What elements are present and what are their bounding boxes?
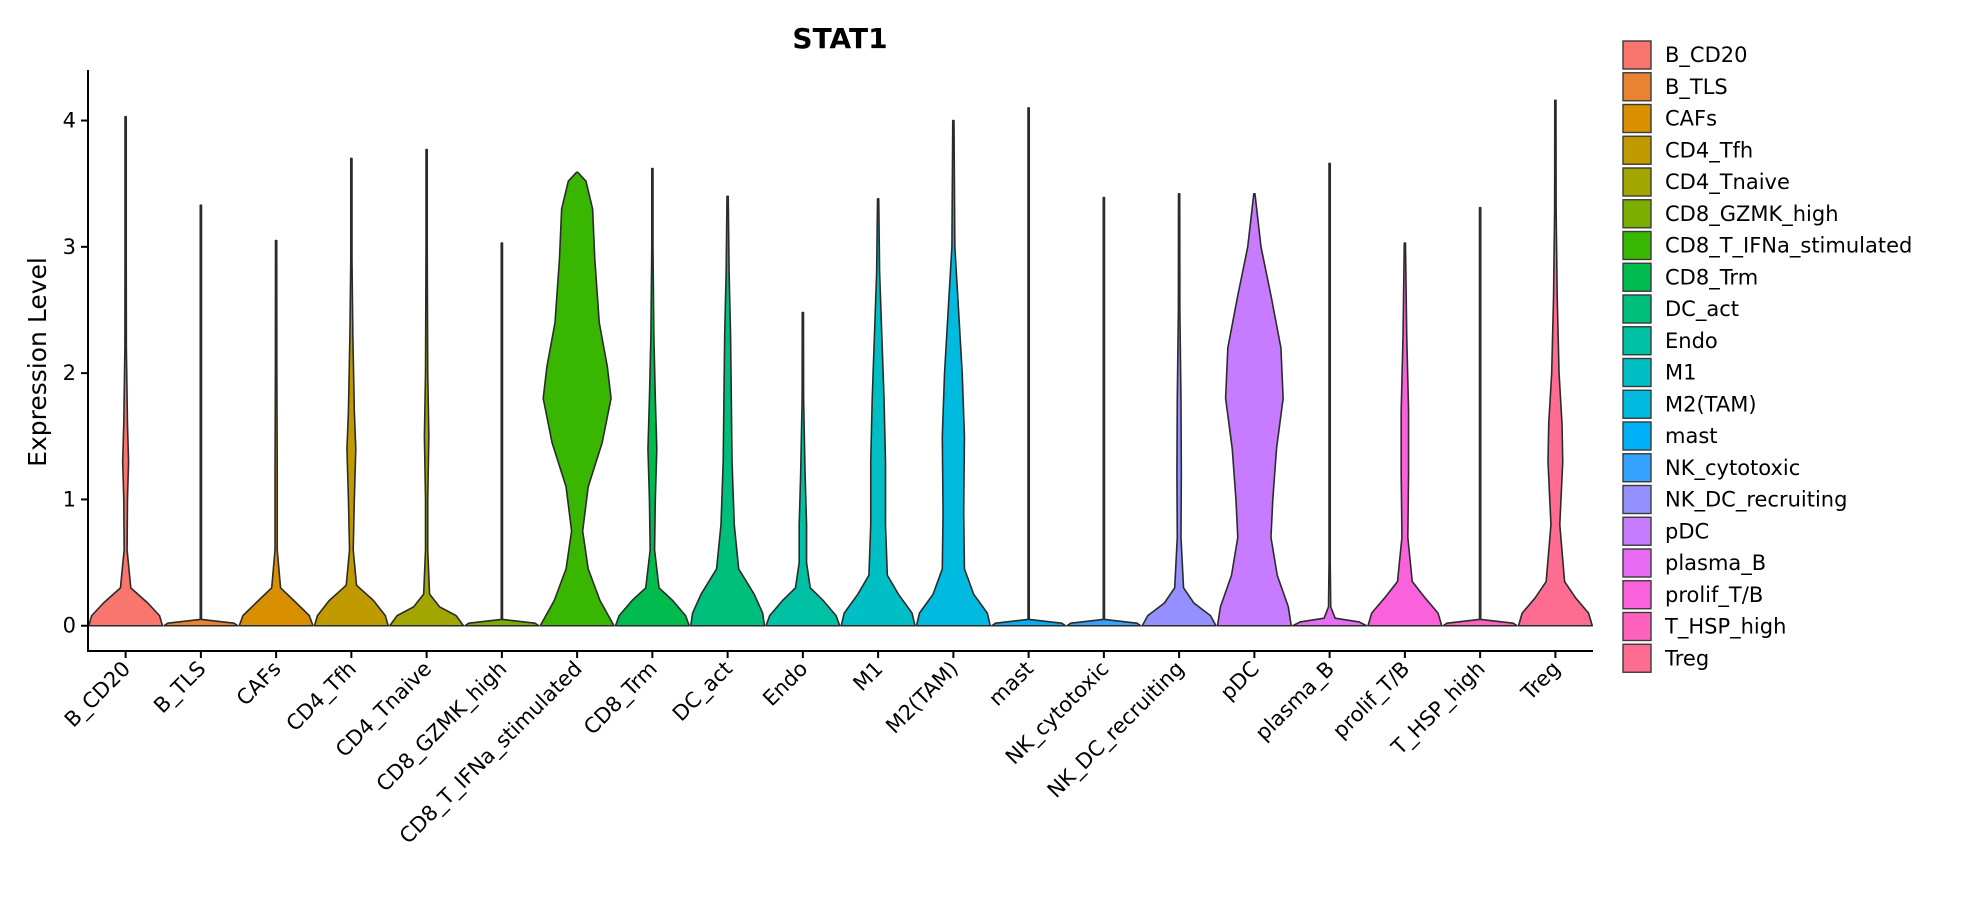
x-tick-label-cd4-tfh: CD4_Tfh xyxy=(282,657,362,737)
violin-cd8-gzmk-high xyxy=(464,242,540,627)
legend-key-cd8-trm xyxy=(1622,262,1652,292)
x-tick-label-b-tls: B_TLS xyxy=(149,657,211,719)
legend-key-endo xyxy=(1622,326,1652,356)
legend-key-cd8-gzmk-high xyxy=(1622,199,1652,229)
x-tick-label-mast: mast xyxy=(984,657,1038,711)
x-tick-label-m1: M1 xyxy=(848,657,887,696)
legend-label-cd8-gzmk-high: CD8_GZMK_high xyxy=(1665,202,1839,227)
legend: B_CD20 B_TLS CAFs CD4_Tfh CD4_Tnaive CD8_GZMK… xyxy=(1622,40,1912,673)
violin-treg xyxy=(1517,99,1594,627)
legend-key-t-hsp-high xyxy=(1622,611,1652,642)
violin-t-hsp-high xyxy=(1442,206,1518,627)
legend-label-cd4-tfh: CD4_Tfh xyxy=(1665,138,1753,163)
legend-key-b-tls xyxy=(1622,72,1652,102)
legend-key-nk-dc-recruiting xyxy=(1622,484,1652,515)
legend-key-cd4-tnaive xyxy=(1622,167,1652,197)
legend-label-plasma-b: plasma_B xyxy=(1665,551,1766,576)
violin-m2-tam xyxy=(915,119,992,627)
y-tick-label: 1 xyxy=(63,487,76,511)
y-tick-label: 3 xyxy=(63,235,76,259)
y-tick-label: 4 xyxy=(63,109,76,133)
legend-key-cafs xyxy=(1622,103,1652,134)
violin-cd8-trm xyxy=(614,167,691,627)
legend-label-cafs: CAFs xyxy=(1665,107,1717,131)
x-tick-label-m2-tam: M2(TAM) xyxy=(881,657,963,739)
violin-nk-dc-recruiting xyxy=(1141,192,1217,627)
legend-label-prolif-t-b: prolif_T/B xyxy=(1665,583,1763,608)
violin-pdc xyxy=(1216,192,1293,627)
legend-key-cd8-t-ifna-stimulated xyxy=(1622,230,1652,261)
legend-label-cd8-t-ifna-stimulated: CD8_T_IFNa_stimulated xyxy=(1665,234,1912,259)
legend-key-mast xyxy=(1622,421,1652,451)
legend-label-m1: M1 xyxy=(1665,361,1696,385)
legend-key-b-cd20 xyxy=(1622,40,1652,70)
violin-m1 xyxy=(840,198,916,627)
legend-key-m2-tam xyxy=(1622,389,1652,419)
violin-endo xyxy=(765,311,841,627)
legend-label-b-tls: B_TLS xyxy=(1665,75,1728,100)
violin-cd4-tfh xyxy=(313,157,390,627)
legend-label-b-cd20: B_CD20 xyxy=(1665,43,1747,68)
x-tick-label-pdc: pDC xyxy=(1216,657,1264,705)
violins-layer xyxy=(87,99,1594,627)
x-tick-label-b-cd20: B_CD20 xyxy=(60,657,136,733)
violin-nk-cytotoxic xyxy=(1066,196,1142,627)
x-tick-label-treg: Treg xyxy=(1516,657,1565,706)
legend-label-mast: mast xyxy=(1665,424,1718,448)
legend-label-cd8-trm: CD8_Trm xyxy=(1665,265,1758,290)
violin-cd8-t-ifna-stimulated xyxy=(539,171,615,627)
legend-key-nk-cytotoxic xyxy=(1622,453,1652,483)
violin-b-tls xyxy=(163,204,239,627)
x-tick-label-cd8-gzmk-high: CD8_GZMK_high xyxy=(372,657,512,797)
legend-label-m2-tam: M2(TAM) xyxy=(1665,392,1757,416)
legend-label-treg: Treg xyxy=(1664,646,1709,670)
y-axis-label: Expression Level xyxy=(23,257,52,467)
legend-key-m1 xyxy=(1622,357,1652,388)
x-tick-label-plasma-b: plasma_B xyxy=(1251,657,1340,746)
legend-key-dc-act xyxy=(1622,294,1652,324)
violin-plasma-b xyxy=(1291,162,1368,627)
x-tick-label-dc-act: DC_act xyxy=(668,657,738,727)
y-tick-label: 2 xyxy=(63,361,76,385)
x-tick-label-cd8-trm: CD8_Trm xyxy=(579,657,663,741)
legend-key-prolif-t-b xyxy=(1622,580,1652,610)
violin-cd4-tnaive xyxy=(388,148,465,627)
violin-dc-act xyxy=(689,195,766,627)
x-tick-label-nk-dc-recruiting: NK_DC_recruiting xyxy=(1043,657,1190,804)
x-tick-label-endo: Endo xyxy=(758,657,812,711)
legend-label-pdc: pDC xyxy=(1665,519,1709,543)
legend-key-pdc xyxy=(1622,516,1652,546)
legend-label-cd4-tnaive: CD4_Tnaive xyxy=(1665,170,1790,195)
legend-label-t-hsp-high: T_HSP_high xyxy=(1664,615,1786,640)
y-tick-label: 0 xyxy=(63,614,76,638)
violin-b-cd20 xyxy=(87,115,164,627)
legend-key-treg xyxy=(1622,643,1652,673)
violin-prolif-t-b xyxy=(1367,242,1443,627)
legend-label-nk-cytotoxic: NK_cytotoxic xyxy=(1665,456,1800,481)
legend-label-dc-act: DC_act xyxy=(1665,297,1739,322)
x-tick-label-cafs: CAFs xyxy=(232,657,286,711)
legend-key-plasma-b xyxy=(1622,548,1652,578)
violin-cafs xyxy=(238,239,314,627)
chart-title: STAT1 xyxy=(792,22,887,55)
violin-mast xyxy=(990,107,1067,627)
legend-label-nk-dc-recruiting: NK_DC_recruiting xyxy=(1665,488,1847,513)
legend-label-endo: Endo xyxy=(1665,329,1718,353)
legend-key-cd4-tfh xyxy=(1622,135,1652,165)
